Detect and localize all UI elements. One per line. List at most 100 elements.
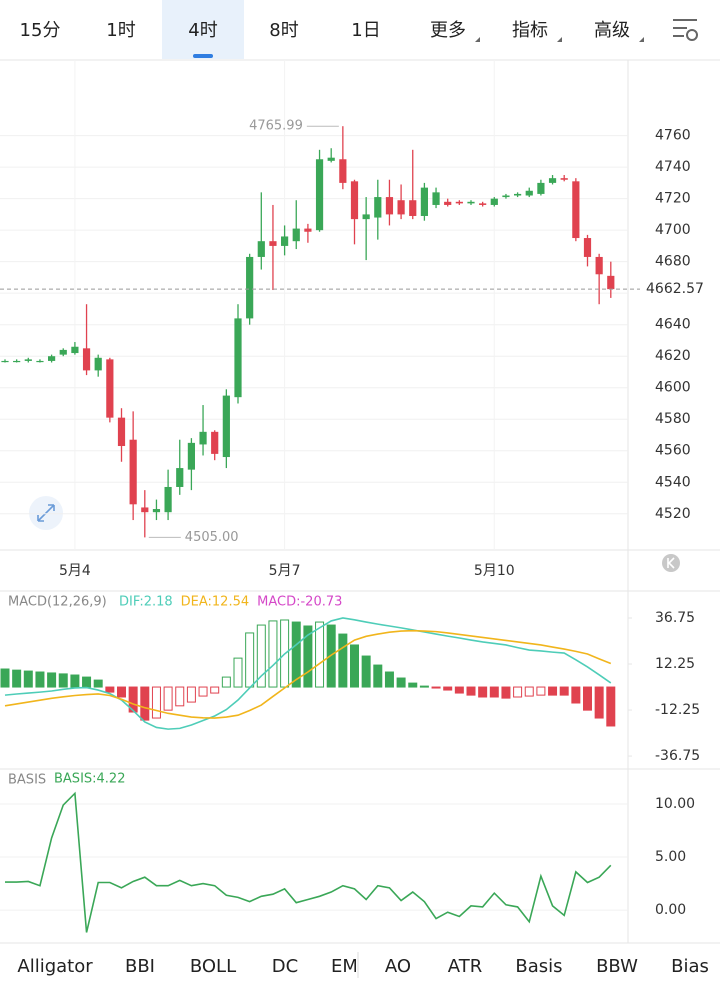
macd-bar [186,686,196,703]
candle-body [234,318,242,398]
candle-body [106,359,114,418]
timeframe-tab[interactable]: 指标 [512,20,548,41]
candle-body [48,356,56,361]
candle-body [444,201,452,205]
candle-body [362,214,370,220]
candle-body [525,190,533,196]
dropdown-caret [557,37,562,42]
candle-body [304,228,312,232]
panel: -36.75 -12.25 12.25 36.75 MACD(12,26,9) DIF:2… [0,595,700,764]
dropdown-caret [475,37,480,42]
y-tick-label: 4720 [655,191,691,207]
macd-bar [163,686,173,711]
candle-body [1,360,9,363]
indicator-tab[interactable]: BBW [596,956,638,977]
y-tick-label: 4580 [655,411,691,427]
candle-body [269,241,277,246]
candle-body [350,181,359,220]
candle-body [327,157,335,161]
candle-body [339,159,347,183]
macd-bar [151,686,161,719]
candle-body [292,228,300,242]
candle-body [479,203,487,205]
macd-bar [233,657,243,688]
candle-body [420,187,428,216]
macd-bar [82,676,92,688]
candle-body [467,201,475,204]
indicator-tab[interactable]: EMA [331,956,371,977]
low-label: 4505.00 [185,530,239,545]
macd-bar [524,686,534,697]
series-line [5,791,612,933]
timeframe-tab[interactable]: 1时 [106,20,135,41]
indicator-tab[interactable]: DC [272,956,298,977]
candle-body [409,200,417,216]
y-tick-label: 4600 [655,380,691,396]
macd-bar [303,625,313,688]
candle-body [257,241,265,257]
candle-body [199,431,207,445]
candle-body [583,238,592,257]
candle-body [141,507,149,513]
series-line [4,629,612,719]
candle-body [129,439,137,505]
macd-bar [536,686,546,696]
macd-bar [501,686,511,699]
candle-body [164,486,172,513]
y-tick-label: 5.00 [655,849,686,865]
macd-bar [105,686,115,693]
macd-bar [443,686,453,691]
candle-body [385,197,394,215]
candle-body [548,178,557,183]
indicator-tab[interactable]: Bias [671,956,709,977]
candle-body [502,195,510,198]
timeframe-tab[interactable]: 高级 [594,20,630,41]
macd-bar [268,620,278,688]
macd-bar [175,686,185,707]
reset-glyph [667,557,675,569]
timeframe-tab[interactable]: 15分 [20,20,61,41]
legend-entry: DIF:2.18 [119,595,173,610]
y-tick-label: 4680 [655,254,691,270]
candle-body [397,200,405,215]
candle-body [176,468,184,487]
indicator-tab[interactable]: ATR [448,956,482,977]
candle-body [71,346,79,354]
indicator-tab[interactable]: Alligator [17,956,93,977]
panel: 4520454045604580460046204640466046804700… [0,60,713,579]
y-tick-label: 0.00 [655,902,686,918]
macd-bar [361,655,371,688]
indicator-tab[interactable]: BBI [125,956,155,977]
macd-bar [140,686,150,721]
timeframe-tab[interactable]: 8时 [269,20,298,41]
macd-bar [93,679,103,688]
y-tick-label: 4560 [655,443,691,459]
macd-bar [23,670,33,688]
macd-bar [47,672,57,688]
macd-bar [338,633,348,688]
expand-button[interactable] [29,496,63,530]
indicator-tab[interactable]: BOLL [190,956,236,977]
indicator-tab[interactable]: AO [385,956,411,977]
macd-bar [466,686,476,696]
macd-bar [0,668,10,688]
candle-body [315,159,324,231]
timeframe-tab[interactable]: 4时 [188,20,217,41]
candle-body [514,193,522,196]
timeframe-tab[interactable]: 更多 [430,20,466,41]
panel-title: MACD(12,26,9) [8,595,107,610]
settings-icon[interactable] [673,19,698,41]
timeframe-tab[interactable]: 1日 [351,20,380,41]
reset-button[interactable] [662,554,680,572]
candle-body [222,395,230,458]
macd-bar [583,686,592,711]
candle-body [560,178,568,180]
candle-body [490,198,498,205]
y-tick-label: 4540 [655,474,691,490]
indicator-tab[interactable]: Basis [515,956,562,977]
y-tick-label: 4700 [655,222,691,238]
macd-bar [384,671,394,688]
candle-body [82,348,91,371]
